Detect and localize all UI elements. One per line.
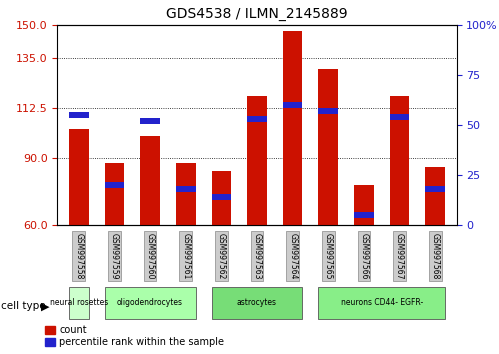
Text: GSM997563: GSM997563 <box>252 233 261 279</box>
Title: GDS4538 / ILMN_2145889: GDS4538 / ILMN_2145889 <box>166 7 348 21</box>
Bar <box>283 32 302 225</box>
Text: GSM997565: GSM997565 <box>324 233 333 279</box>
Bar <box>283 102 302 108</box>
Text: ▶: ▶ <box>41 301 50 311</box>
Bar <box>69 112 89 118</box>
Text: astrocytes: astrocytes <box>237 298 277 307</box>
Bar <box>105 162 124 225</box>
Text: GSM997566: GSM997566 <box>359 233 368 279</box>
Legend: count, percentile rank within the sample: count, percentile rank within the sample <box>45 325 225 347</box>
Bar <box>354 185 374 225</box>
Bar <box>318 108 338 114</box>
Bar <box>318 69 338 225</box>
Text: neural rosettes: neural rosettes <box>49 298 108 307</box>
Text: neurons CD44- EGFR-: neurons CD44- EGFR- <box>341 298 423 307</box>
Text: GSM997558: GSM997558 <box>74 233 83 279</box>
Bar <box>425 167 445 225</box>
Text: GSM997559: GSM997559 <box>110 233 119 279</box>
Text: GSM997568: GSM997568 <box>431 233 440 279</box>
Bar <box>176 186 196 192</box>
Text: cell type: cell type <box>1 301 45 311</box>
Bar <box>354 212 374 218</box>
Bar <box>212 171 231 225</box>
Text: GSM997564: GSM997564 <box>288 233 297 279</box>
Bar <box>105 287 196 319</box>
Text: GSM997561: GSM997561 <box>181 233 190 279</box>
Bar <box>176 162 196 225</box>
Text: GSM997560: GSM997560 <box>146 233 155 279</box>
Bar <box>140 118 160 124</box>
Bar <box>247 96 267 225</box>
Bar <box>140 136 160 225</box>
Bar <box>247 116 267 121</box>
Text: oligodendrocytes: oligodendrocytes <box>117 298 183 307</box>
Text: GSM997562: GSM997562 <box>217 233 226 279</box>
Bar <box>69 287 89 319</box>
Bar <box>318 287 445 319</box>
Bar <box>425 186 445 192</box>
Bar <box>212 194 231 200</box>
Bar <box>390 96 409 225</box>
Bar <box>69 129 89 225</box>
Bar <box>212 287 302 319</box>
Text: GSM997567: GSM997567 <box>395 233 404 279</box>
Bar <box>390 114 409 120</box>
Bar <box>105 182 124 188</box>
